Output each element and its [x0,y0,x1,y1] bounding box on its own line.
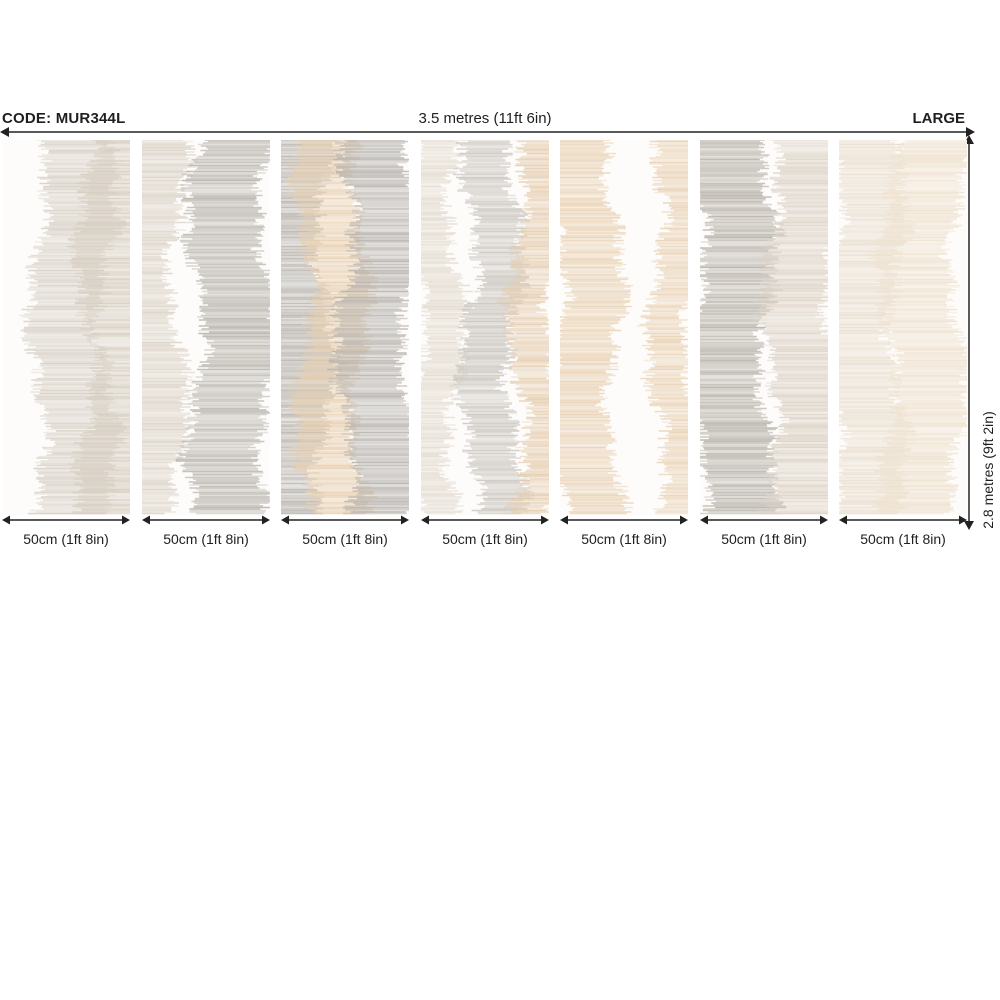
mural-panel [281,140,409,515]
pattern-band [327,140,409,515]
pattern-band [421,140,474,515]
panel-width-label: 50cm (1ft 8in) [860,531,946,547]
pattern-band [496,140,549,515]
pattern-band [867,140,967,515]
panel-width-arrow [421,515,549,525]
panel-width-label: 50cm (1ft 8in) [163,531,249,547]
mural-panel [839,140,967,515]
panel-width-label: 50cm (1ft 8in) [442,531,528,547]
mural-panel [2,140,130,515]
product-code: CODE: MUR344L [2,110,126,127]
pattern-band [142,140,198,515]
panel-width-arrow [700,515,828,525]
panel-width-label: 50cm (1ft 8in) [721,531,807,547]
pattern-band [700,140,787,515]
pattern-band [175,140,270,515]
mural-panel [700,140,828,515]
total-width-arrow [0,127,975,137]
pattern-band [751,140,828,515]
mural-panel [560,140,688,515]
total-height-label: 2.8 metres (9ft 2in) [980,411,996,529]
panel-width-label: 50cm (1ft 8in) [581,531,667,547]
pattern-band [19,140,129,515]
mural-panel [421,140,549,515]
panel-width-arrow [560,515,688,525]
total-width-label: 3.5 metres (11ft 6in) [418,110,552,127]
mural-panels [0,140,967,515]
pattern-band [66,140,130,515]
mural-panel [142,140,270,515]
size-label: LARGE [912,110,966,127]
panel-width-arrow [281,515,409,525]
pattern-band [449,140,535,515]
panel-width-label: 50cm (1ft 8in) [23,531,109,547]
panel-width-arrow [2,515,130,525]
panel-width-label: 50cm (1ft 8in) [302,531,388,547]
panel-width-arrow [142,515,270,525]
pattern-band [636,140,688,515]
pattern-band [560,140,634,515]
panel-width-arrow [839,515,967,525]
